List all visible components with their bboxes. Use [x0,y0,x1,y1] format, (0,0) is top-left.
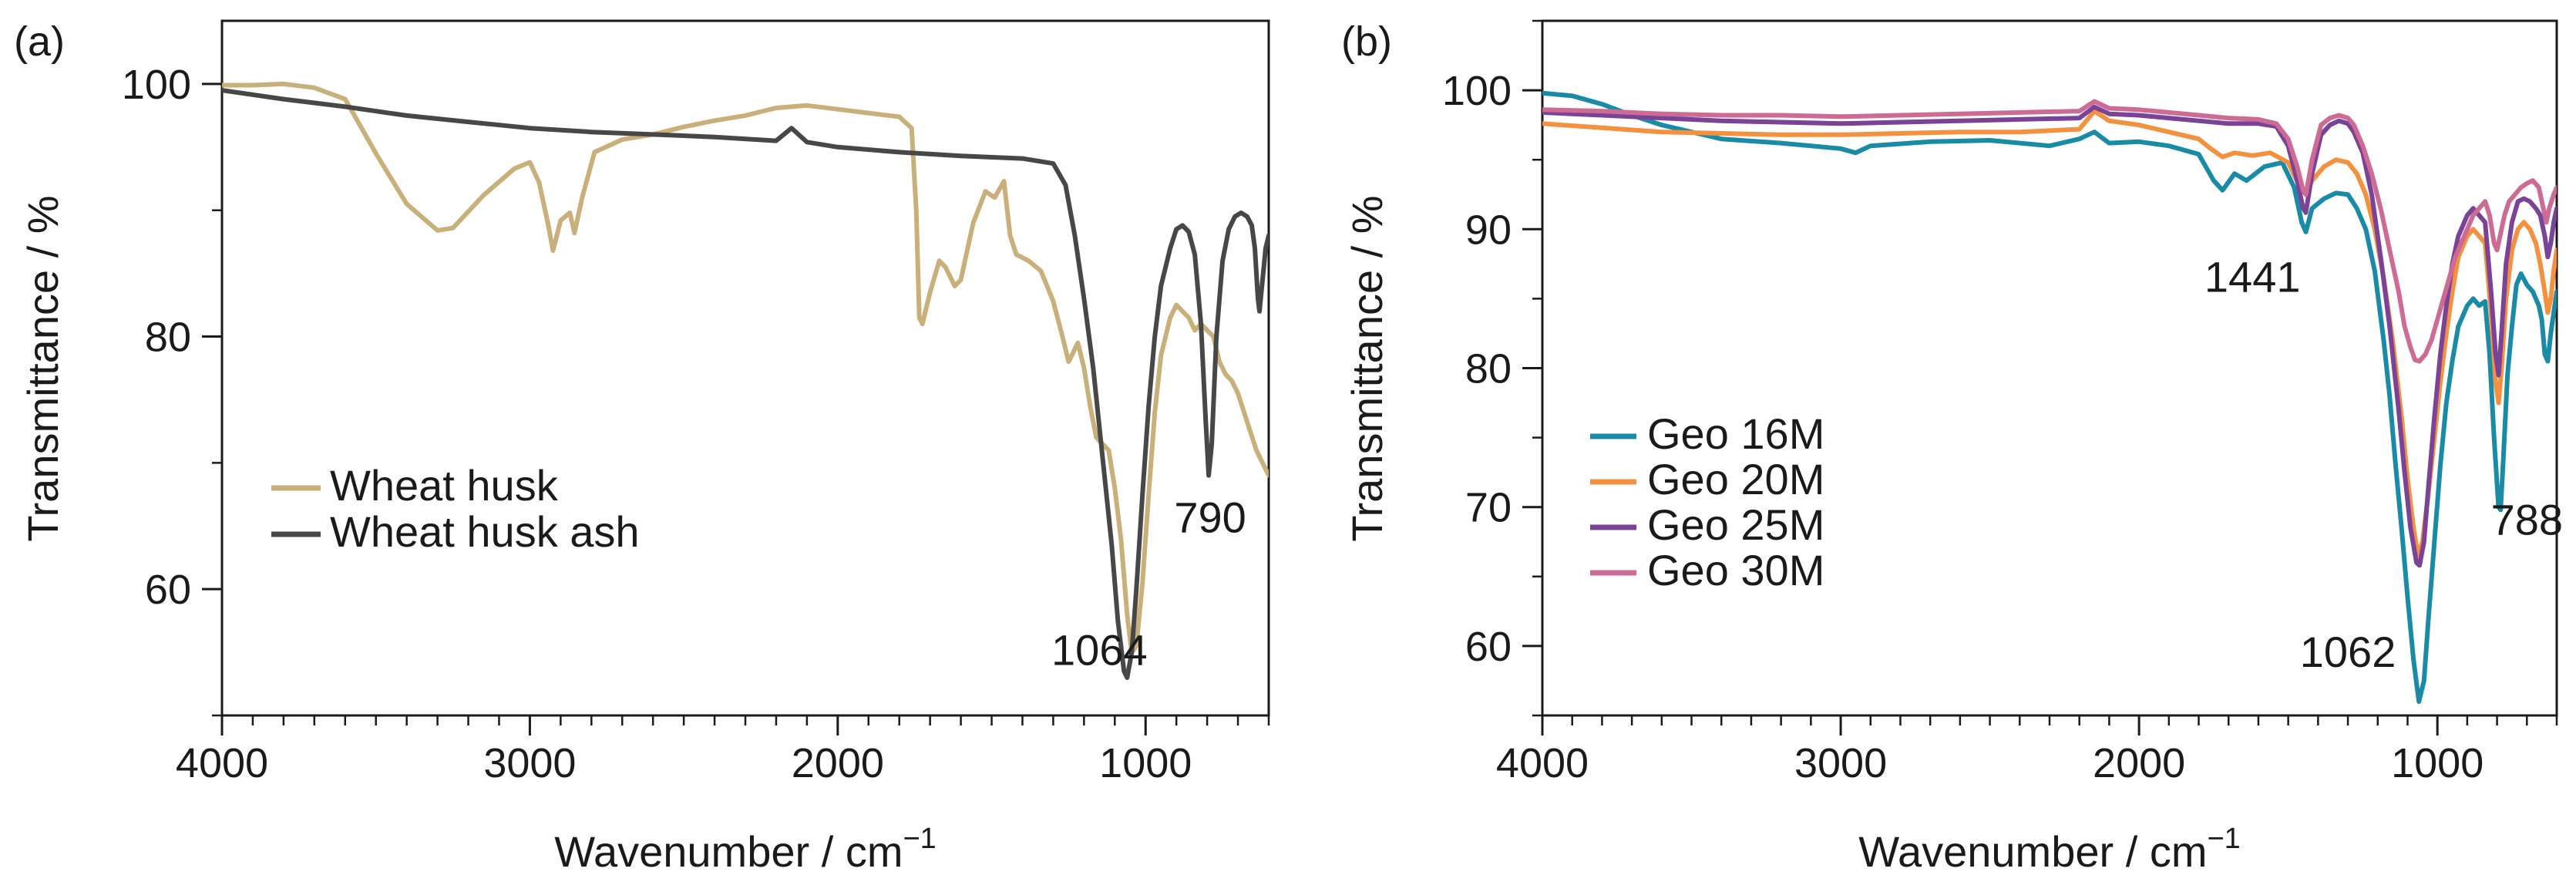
legend-label-geo-16m: Geo 16M [1647,409,1824,458]
series-line-wheat-husk-ash [222,88,1269,680]
panel-a-plot-frame [220,19,1270,717]
panel-a-y-axis-label: Transmittance / % [18,195,67,541]
y-tick-label: 60 [145,567,191,613]
x-tick-label: 3000 [483,740,576,786]
panel-a-x-axis-label-main: Wavenumber / cm [554,827,903,876]
legend-label-geo-20m: Geo 20M [1647,455,1824,503]
y-tick-label: 70 [1465,485,1512,531]
legend-label-geo-30m: Geo 30M [1647,546,1824,594]
panel-b-series [1542,90,2557,704]
x-tick-label: 1000 [1099,740,1192,786]
peak-annotation-1062: 1062 [2300,628,2396,676]
peak-annotation-788: 788 [2491,496,2563,544]
panel-b-y-axis-label: Transmittance / % [1343,195,1391,541]
panel-b-plot-frame [1541,19,2558,717]
panel-a-x-axis-label: Wavenumber / cm−1 [554,823,937,876]
legend-label-wheat-husk-ash: Wheat husk ash [330,507,640,556]
panel-b-annotations: 1441 788 1062 [2204,252,2563,676]
peak-annotation-1441: 1441 [2204,252,2301,301]
y-tick-label: 100 [1442,68,1512,114]
panel-b-x-axis-label-main: Wavenumber / cm [1858,827,2207,876]
legend-label-wheat-husk: Wheat husk [330,461,559,510]
y-tick-label: 90 [1465,207,1512,253]
peak-annotation-1064: 1064 [1051,625,1148,674]
panel-b-label: (b) [1341,19,1392,65]
y-tick-label: 80 [145,315,191,361]
panel-a-ticks: 4000 3000 2000 1000 60 80 100 [122,62,1270,786]
panel-a-label: (a) [14,19,65,65]
x-tick-label: 4000 [176,740,268,786]
panel-b-legend: Geo 16M Geo 20M Geo 25M Geo 30M [1590,409,1824,594]
panel-a-series [222,81,1269,680]
series-line-geo-25m [1542,104,2557,568]
panel-a-annotations: 790 1064 [1051,493,1246,674]
x-tick-label: 4000 [1496,740,1589,786]
panel-b: (b) Transmittance / % Wavenumber / cm−1 … [1341,19,2563,876]
y-tick-label: 100 [122,62,191,108]
panel-a-x-axis-label-sup: −1 [903,823,936,855]
y-tick-label: 60 [1465,624,1512,670]
series-line-geo-30m [1542,99,2557,364]
panel-b-ticks: 4000 3000 2000 1000 60 70 80 90 100 [1442,19,2558,786]
panel-b-x-axis-label: Wavenumber / cm−1 [1858,823,2241,876]
x-tick-label: 2000 [2093,740,2185,786]
x-tick-label: 1000 [2391,740,2484,786]
panel-a-legend: Wheat husk Wheat husk ash [271,461,640,556]
x-tick-label: 2000 [792,740,884,786]
x-tick-label: 3000 [1794,740,1887,786]
panel-a: (a) Transmittance / % Wavenumber / cm−1 … [14,19,1270,876]
legend-label-geo-25m: Geo 25M [1647,500,1824,549]
series-line-wheat-husk [222,81,1269,655]
y-tick-label: 80 [1465,346,1512,392]
series-line-geo-16m [1542,90,2557,704]
panel-b-x-axis-label-sup: −1 [2207,823,2240,855]
peak-annotation-790: 790 [1174,493,1246,541]
